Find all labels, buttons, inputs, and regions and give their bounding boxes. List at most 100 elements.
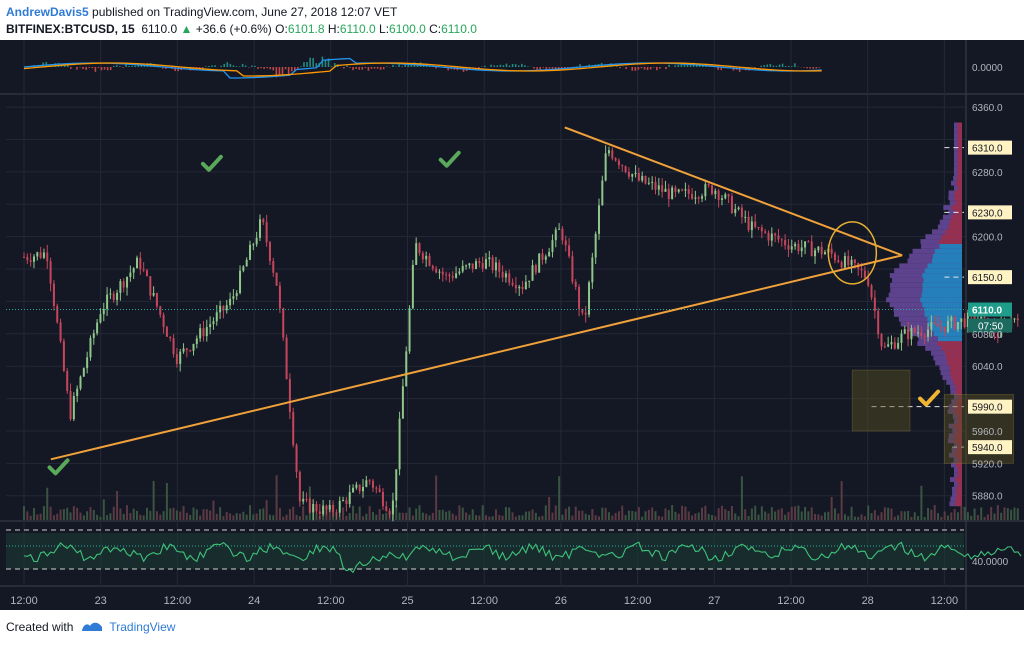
level-price-badge xyxy=(968,270,1012,285)
volume-bar xyxy=(209,510,212,520)
candle-body xyxy=(850,259,853,266)
volume-bar xyxy=(910,516,913,520)
volume-bar xyxy=(229,513,232,520)
macd-tick-label: 0.0000 xyxy=(972,63,1003,74)
profile-bar-inner xyxy=(954,195,962,201)
candle-body xyxy=(893,342,896,349)
candle-body xyxy=(335,512,338,514)
volume-bar xyxy=(282,516,285,520)
candles xyxy=(23,145,1019,522)
candle-body xyxy=(677,189,680,192)
profile-bar-inner xyxy=(956,413,962,419)
volume-bar xyxy=(152,480,155,520)
macd-histogram-bar xyxy=(275,67,278,78)
candle-body xyxy=(262,219,265,223)
profile-bar-inner xyxy=(957,146,962,152)
macd-histogram-bar xyxy=(505,63,508,67)
volume-bar xyxy=(305,515,308,520)
candle-body xyxy=(42,252,45,258)
candle-body xyxy=(541,253,544,260)
volume-bar xyxy=(594,515,597,520)
candle-body xyxy=(863,270,866,278)
candle-body xyxy=(764,231,767,233)
profile-bar-inner xyxy=(949,365,962,371)
profile-bar-inner xyxy=(948,224,962,230)
macd-histogram-bar xyxy=(637,67,640,70)
candle-body xyxy=(564,240,567,246)
volume-bar xyxy=(860,514,863,520)
tradingview-link[interactable]: TradingView xyxy=(109,620,176,634)
macd-histogram-bar xyxy=(689,64,692,67)
candle-body xyxy=(621,165,624,167)
candle-body xyxy=(142,269,145,271)
macd-histogram-bar xyxy=(490,64,492,67)
y-tick-label: 6360.0 xyxy=(972,103,1003,114)
candle-body xyxy=(448,274,451,277)
volume-bar xyxy=(701,507,704,520)
profile-bar-inner xyxy=(922,282,962,288)
author-link[interactable]: AndrewDavis5 xyxy=(6,5,89,19)
macd-histogram-bar xyxy=(517,65,520,67)
volume-bar xyxy=(627,510,630,520)
y-tick-label: 6040.0 xyxy=(972,362,1003,373)
time-axis[interactable]: 12:00 23 12:00 24 12:00 25 12:00 26 12:00 27 12:00… xyxy=(10,595,958,607)
volume-bar xyxy=(807,511,810,520)
macd-histogram-bar xyxy=(536,67,538,71)
tradingview-logo-icon[interactable] xyxy=(81,620,103,635)
x-tick-label: 12:00 xyxy=(624,595,652,607)
candle-body xyxy=(32,256,35,262)
profile-bar-inner xyxy=(927,316,962,322)
symbol-name: BITFINEX:BTCUSD, 15 xyxy=(6,22,135,36)
candle-body xyxy=(136,257,139,269)
macd-histogram-bar xyxy=(643,67,646,70)
check-icon xyxy=(47,458,70,476)
volume-bar xyxy=(601,507,604,520)
low-value: 6100.0 xyxy=(389,22,426,36)
candle-body xyxy=(209,324,212,328)
check-icon xyxy=(918,389,941,407)
created-with-text: Created with xyxy=(6,620,74,634)
volume-bar xyxy=(614,512,617,520)
rsi-line xyxy=(23,541,1022,574)
volume-bar xyxy=(966,512,969,520)
macd-histogram-bar xyxy=(165,67,167,70)
candle-body xyxy=(561,228,564,241)
candle-body xyxy=(225,305,228,311)
candle-body xyxy=(458,271,461,274)
volume-bar xyxy=(29,515,32,520)
candle-body xyxy=(574,281,577,287)
candle-body xyxy=(963,318,966,327)
volume-bar xyxy=(381,514,384,520)
profile-bar-inner xyxy=(932,253,962,259)
candle-body xyxy=(873,297,876,311)
chart-area[interactable]: 6310.0 6230.0 6150.0 5990.0 5940.0 6110.0 07:5… xyxy=(0,40,1024,610)
candle-body xyxy=(298,472,301,502)
profile-bar-inner xyxy=(934,248,962,254)
volume-bar xyxy=(960,505,963,520)
volume-bar xyxy=(398,512,401,520)
candle-body xyxy=(258,219,261,238)
macd-histogram-bar xyxy=(665,67,667,70)
volume-bar xyxy=(225,511,228,520)
candle-body xyxy=(199,328,202,339)
candle-body xyxy=(687,189,690,194)
volume-bar xyxy=(760,506,763,520)
volume-bar xyxy=(917,515,920,520)
volume-bar xyxy=(365,513,368,520)
candle-body xyxy=(877,310,880,335)
price-axis[interactable]: 6310.0 6230.0 6150.0 5990.0 5940.0 6110.0 07:5… xyxy=(968,63,1012,568)
macd-histogram-bar xyxy=(508,65,511,67)
profile-bar-inner xyxy=(956,428,962,434)
candle-body xyxy=(558,228,561,230)
chart-svg[interactable]: 6310.0 6230.0 6150.0 5990.0 5940.0 6110.0 07:5… xyxy=(0,40,1024,610)
volume-bar xyxy=(155,511,158,520)
candle-body xyxy=(794,243,797,247)
volume-bar xyxy=(790,506,793,520)
volume-bar xyxy=(36,514,39,520)
volume-bar xyxy=(285,514,288,520)
candle-body xyxy=(229,298,232,306)
candle-body xyxy=(149,276,152,296)
macd-histogram-bar xyxy=(152,63,155,67)
candle-body xyxy=(155,293,158,307)
volume-bar xyxy=(86,511,89,520)
